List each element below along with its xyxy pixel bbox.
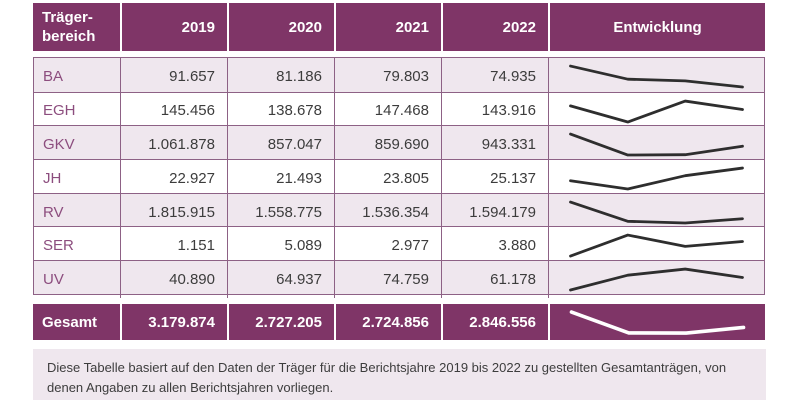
value-2019: 40.890 [120, 261, 227, 298]
value-2022: 943.331 [441, 126, 548, 163]
sparkline-cell [548, 227, 764, 264]
value-2019: 1.151 [120, 227, 227, 264]
sparkline-cell [548, 92, 764, 130]
value-2021: 74.759 [334, 261, 441, 298]
value-2020: 64.937 [227, 261, 334, 298]
sparkline-cell [548, 126, 764, 163]
trend-sparkline [569, 267, 744, 292]
trend-sparkline [569, 99, 744, 124]
total-2020: 2.727.205 [227, 303, 334, 341]
data-table: Träger- bereich 2019 2020 2021 2022 Entw… [33, 3, 765, 341]
footnote-text: Diese Tabelle basiert auf den Daten der … [47, 360, 727, 396]
value-2021: 859.690 [334, 126, 441, 163]
table-header-row: Träger- bereich 2019 2020 2021 2022 Entw… [33, 3, 765, 51]
value-2020: 857.047 [227, 126, 334, 163]
row-label: RV [43, 203, 64, 221]
table-body: BA 91.657 81.186 79.803 74.935 EGH 145.4… [33, 57, 765, 298]
row-label: GKV [43, 136, 75, 154]
table-row-ser: SER 1.151 5.089 2.977 3.880 [34, 226, 764, 264]
row-label: JH [43, 169, 62, 187]
sparkline-cell [548, 160, 764, 197]
sparkline-cell [548, 193, 764, 231]
row-label: SER [43, 237, 74, 255]
header-entwicklung: Entwicklung [548, 3, 765, 51]
value-2021: 23.805 [334, 160, 441, 197]
trend-sparkline [569, 234, 744, 258]
table-row-rv: RV 1.815.915 1.558.775 1.536.354 1.594.1… [34, 192, 764, 231]
value-2021: 2.977 [334, 227, 441, 264]
trend-sparkline [569, 166, 744, 191]
trend-sparkline [569, 200, 744, 225]
trend-sparkline [569, 64, 744, 89]
trend-sparkline [569, 133, 744, 157]
row-label: UV [43, 270, 64, 288]
value-2019: 1.061.878 [120, 126, 227, 163]
total-label: Gesamt [42, 313, 98, 331]
value-2021: 79.803 [334, 58, 441, 95]
sparkline-cell [548, 303, 765, 341]
table-row-uv: UV 40.890 64.937 74.759 61.178 [34, 260, 764, 298]
total-2019: 3.179.874 [120, 303, 227, 341]
table-total-row: Gesamt 3.179.874 2.727.205 2.724.856 2.8… [33, 303, 765, 341]
value-2020: 81.186 [227, 58, 334, 95]
value-2022: 74.935 [441, 58, 548, 95]
table-row-jh: JH 22.927 21.493 23.805 25.137 [34, 159, 764, 197]
header-traegerbereich: Träger- bereich [42, 8, 96, 46]
value-2022: 143.916 [441, 92, 548, 130]
total-trend-sparkline [569, 310, 746, 335]
row-label: BA [43, 67, 64, 85]
header-year-2021: 2021 [334, 3, 441, 51]
table-row-ba: BA 91.657 81.186 79.803 74.935 [34, 58, 764, 95]
table-row-egh: EGH 145.456 138.678 147.468 143.916 [34, 91, 764, 130]
header-year-2020: 2020 [227, 3, 334, 51]
value-2020: 1.558.775 [227, 193, 334, 231]
value-2019: 145.456 [120, 92, 227, 130]
value-2021: 1.536.354 [334, 193, 441, 231]
row-label: EGH [43, 102, 76, 120]
total-2021: 2.724.856 [334, 303, 441, 341]
value-2022: 1.594.179 [441, 193, 548, 231]
header-year-2019: 2019 [120, 3, 227, 51]
value-2019: 22.927 [120, 160, 227, 197]
sparkline-cell [548, 58, 764, 95]
value-2020: 5.089 [227, 227, 334, 264]
value-2021: 147.468 [334, 92, 441, 130]
value-2019: 1.815.915 [120, 193, 227, 231]
value-2022: 61.178 [441, 261, 548, 298]
header-year-2022: 2022 [441, 3, 548, 51]
footnote-box: Diese Tabelle basiert auf den Daten der … [33, 349, 766, 400]
value-2022: 3.880 [441, 227, 548, 264]
value-2019: 91.657 [120, 58, 227, 95]
value-2022: 25.137 [441, 160, 548, 197]
table-row-gkv: GKV 1.061.878 857.047 859.690 943.331 [34, 125, 764, 163]
sparkline-cell [548, 261, 764, 298]
value-2020: 21.493 [227, 160, 334, 197]
total-2022: 2.846.556 [441, 303, 548, 341]
value-2020: 138.678 [227, 92, 334, 130]
